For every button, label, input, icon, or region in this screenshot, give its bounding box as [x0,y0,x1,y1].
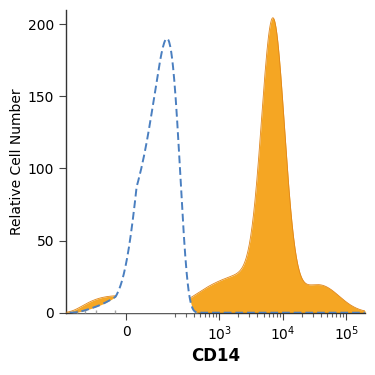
Y-axis label: Relative Cell Number: Relative Cell Number [10,88,24,234]
X-axis label: CD14: CD14 [191,347,240,365]
